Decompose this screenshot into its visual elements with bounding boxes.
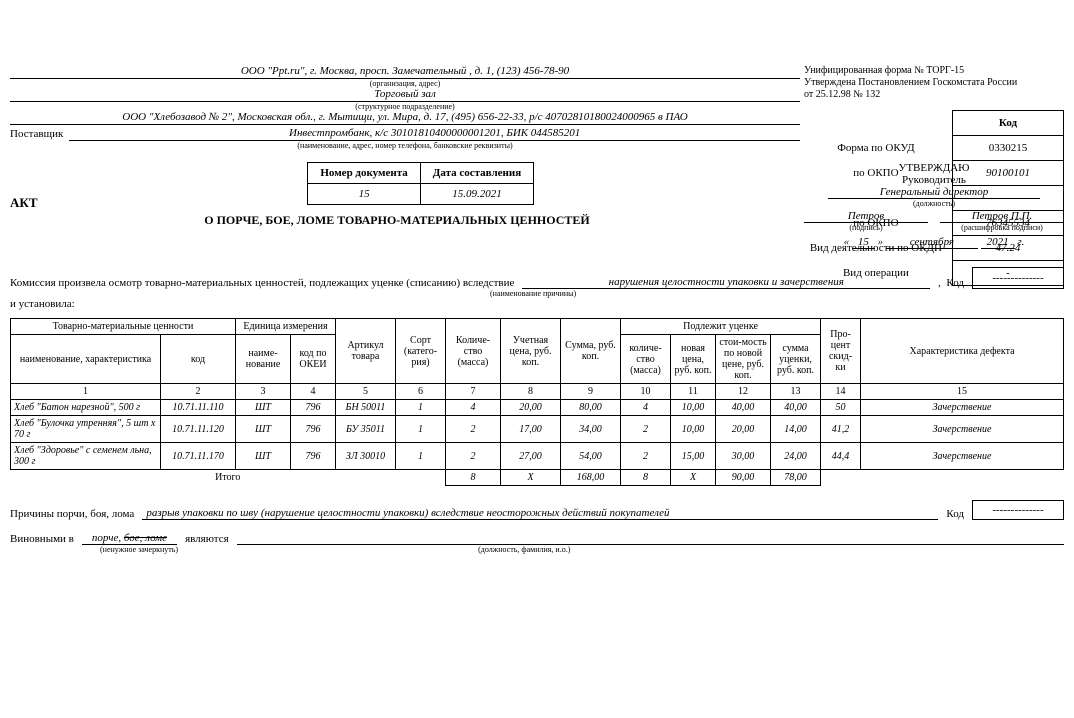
reason-hint: (наименование причины) [490, 289, 1064, 298]
okdp-value: 47.24 [953, 236, 1064, 261]
supplier-label: Поставщик [10, 128, 63, 141]
main-table: Товарно-материальные ценности Единица из… [10, 318, 1064, 486]
h-sort: Сорт (катего-рия) [396, 319, 446, 384]
doc-date-header: Дата составления [420, 163, 533, 184]
form-note-line2: Утверждена Постановлением Госкомстата Ро… [804, 77, 1064, 89]
h-unit-name: наиме-нование [236, 335, 291, 384]
okdp-label: Вид деятельности по ОКДП [800, 236, 953, 261]
doc-date: 15.09.2021 [420, 184, 533, 205]
h-mqty: количе-ство (масса) [621, 335, 671, 384]
totals-price: Х [501, 470, 561, 486]
form-note-line1: Унифицированная форма № ТОРГ-15 [804, 65, 1064, 77]
causes-label: Причины порчи, боя, лома [10, 508, 134, 520]
table-row: Хлеб "Батон нарезной", 500 г10.71.11.110… [11, 400, 1064, 416]
h-code: код [161, 335, 236, 384]
okud-value: 0330215 [953, 136, 1064, 161]
doc-num: 15 [308, 184, 420, 205]
okud-label: Форма по ОКУД [800, 136, 953, 161]
totals-mprice: Х [671, 470, 716, 486]
totals-row: Итого 8 Х 168,00 8 Х 90,00 78,00 [11, 470, 1064, 486]
guilty-hint2: (должность, фамилия, и.о.) [478, 545, 570, 554]
causes-value: разрыв упаковки по швy (нарушение целост… [142, 507, 938, 520]
dept-hint: (структурное подразделение) [10, 102, 800, 111]
act-block: АКТ Номер документа Дата составления 15 … [10, 162, 784, 228]
totals-label: Итого [11, 470, 446, 486]
guilty-hints: (ненужное зачеркнуть) (должность, фамили… [100, 545, 1064, 554]
oper-label: Вид операции [800, 261, 953, 286]
supplier-line2: Инвестпромбанк, к/с 30101810400000001201… [69, 127, 800, 141]
okpo2-value: 76345534 [953, 211, 1064, 236]
h-tmc: Товарно-материальные ценности [11, 319, 236, 335]
h-mprice: новая цена, руб. коп. [671, 335, 716, 384]
guilty-prefix: Виновными в [10, 533, 74, 545]
causes-code-label: Код [946, 508, 964, 520]
guilty-type: порче, бое, ломе [82, 532, 177, 545]
reason-prefix: Комиссия произвела осмотр товарно-матери… [10, 277, 514, 289]
dept-line: Торговый зал [10, 88, 800, 102]
supplier-line1: ООО "Хлебозавод № 2", Московская обл., г… [10, 111, 800, 125]
org-block: ООО "Ppt.ru", г. Москва, просп. Замечате… [10, 65, 800, 150]
h-okei: код по ОКЕИ [291, 335, 336, 384]
form-note: Унифицированная форма № ТОРГ-15 Утвержде… [804, 65, 1064, 101]
okpo1-label: по ОКПО [800, 161, 953, 186]
okpo2-label: по ОКПО [800, 211, 953, 236]
causes-row: Причины порчи, боя, лома разрыв упаковки… [10, 500, 1064, 520]
oper-value: - [953, 261, 1064, 286]
okpo1-value: 90100101 [953, 161, 1064, 186]
and-found: и установила: [10, 298, 1064, 310]
form-note-line3: от 25.12.98 № 132 [804, 89, 1064, 101]
doc-table: Номер документа Дата составления 15 15.0… [307, 162, 534, 205]
guilty-mid: являются [185, 533, 229, 545]
h-name: наименование, характеристика [11, 335, 161, 384]
guilty-row: Виновными в порче, бое, ломе являются [10, 532, 1064, 545]
h-defect: Характеристика дефекта [861, 319, 1064, 384]
org-hint: (организация, адрес) [10, 79, 800, 88]
num-row: 12 34 56 78 910 1112 1314 15 [11, 384, 1064, 400]
org-line: ООО "Ppt.ru", г. Москва, просп. Замечате… [10, 65, 800, 79]
doc-num-header: Номер документа [308, 163, 420, 184]
guilty-hint1: (ненужное зачеркнуть) [100, 545, 178, 554]
codes-table: Код Форма по ОКУД0330215 по ОКПО90100101… [800, 110, 1064, 286]
supplier-hint: (наименование, адрес, номер телефона, ба… [10, 141, 800, 150]
h-markdown: Подлежит уценке [621, 319, 821, 335]
h-discount: Про-цент скид-ки [821, 319, 861, 384]
h-mcost: стои-мость по новой цене, руб. коп. [716, 335, 771, 384]
totals-msum: 78,00 [771, 470, 821, 486]
h-unit: Единица измерения [236, 319, 336, 335]
table-row: Хлеб "Булочка утренняя", 5 шт х 70 г10.7… [11, 416, 1064, 443]
act-title: АКТ [10, 195, 38, 211]
code-header: Код [953, 111, 1064, 136]
h-sum: Сумма, руб. коп. [561, 319, 621, 384]
h-price: Учетная цена, руб. коп. [501, 319, 561, 384]
act-subtitle: О ПОРЧЕ, БОЕ, ЛОМЕ ТОВАРНО-МАТЕРИАЛЬНЫХ … [10, 213, 784, 228]
supplier-row: Поставщик Инвестпромбанк, к/с 3010181040… [10, 127, 800, 141]
h-qty: Количе-ство (масса) [446, 319, 501, 384]
totals-mqty: 8 [621, 470, 671, 486]
totals-qty: 8 [446, 470, 501, 486]
header-block: Унифицированная форма № ТОРГ-15 Утвержде… [10, 65, 1064, 150]
h-article: Артикул товара [336, 319, 396, 384]
totals-mcost: 90,00 [716, 470, 771, 486]
totals-sum: 168,00 [561, 470, 621, 486]
guilty-who [237, 532, 1064, 545]
table-row: Хлеб "Здоровье" с семенем льна, 300 г10.… [11, 443, 1064, 470]
causes-code: -------------- [972, 500, 1064, 520]
h-msum: сумма уценки, руб. коп. [771, 335, 821, 384]
